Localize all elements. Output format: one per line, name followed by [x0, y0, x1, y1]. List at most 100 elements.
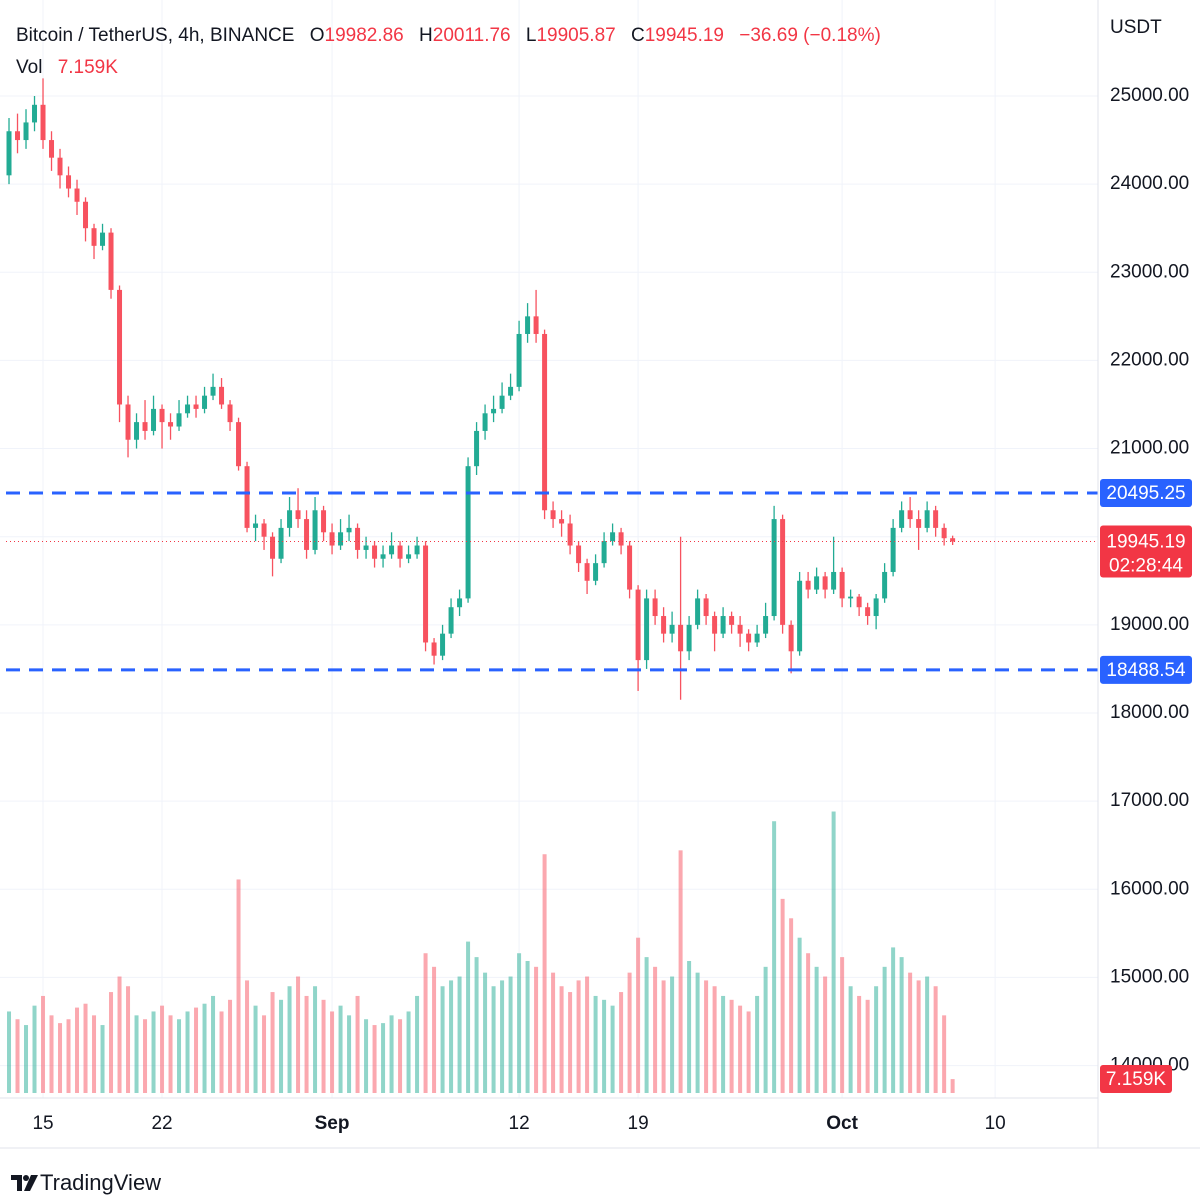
volume-bar [160, 1005, 165, 1093]
volume-bar [925, 976, 930, 1093]
volume-bar [755, 995, 760, 1093]
volume-bar [168, 1015, 173, 1093]
y-tick-label: 25000.00 [1110, 85, 1189, 106]
volume-bar [610, 1005, 615, 1093]
candle-body [210, 386, 216, 396]
candle-body [32, 104, 38, 123]
volume-bar [398, 1019, 403, 1093]
volume-bar [542, 854, 547, 1093]
candle-body [100, 232, 106, 246]
volume-bar [432, 966, 437, 1093]
volume-bar [780, 898, 785, 1093]
candle-body [780, 519, 786, 625]
candle-body [933, 510, 939, 528]
volume-bar [687, 961, 692, 1093]
candle-body [40, 104, 46, 141]
candle-body [244, 466, 250, 528]
volume-bar [882, 966, 887, 1093]
h-value: 20011.76 [432, 25, 511, 46]
volume-bar [874, 986, 879, 1093]
candle-body [74, 188, 80, 202]
candle-body [746, 633, 752, 643]
volume-bar [126, 986, 131, 1093]
volume-bar [440, 986, 445, 1093]
volume-bar [857, 995, 862, 1093]
candle-body [593, 563, 599, 581]
candle-body [253, 523, 259, 528]
volume-bar [296, 976, 301, 1093]
candle-body [431, 642, 437, 656]
volume-bar [177, 1019, 182, 1093]
time-axis-bg [0, 1098, 1200, 1158]
h-label: H [419, 25, 433, 46]
volume-bar [58, 1023, 63, 1093]
change: −36.69 (−0.18%) [739, 25, 881, 46]
volume-bar [840, 957, 845, 1093]
candle-body [924, 510, 930, 528]
brand-name[interactable]: TradingView [40, 1170, 162, 1195]
candle-body [712, 616, 718, 634]
candle-body [219, 386, 225, 405]
candle-body [125, 404, 131, 440]
candle-body [185, 404, 191, 414]
candle-body [329, 532, 335, 546]
volume-bar [143, 1019, 148, 1093]
volume-bar [636, 937, 641, 1093]
volume-bar [313, 986, 318, 1093]
candle-body [57, 157, 63, 176]
volume-bar [704, 980, 709, 1093]
x-tick-label: Oct [826, 1113, 858, 1134]
candle-body [542, 333, 548, 511]
volume-bar [712, 986, 717, 1093]
candle-body [729, 616, 735, 625]
currency: USDT [1110, 17, 1162, 38]
volume-bar [270, 992, 275, 1093]
candle-body [635, 589, 641, 661]
volume-bar [517, 953, 522, 1093]
volume-bar [185, 1011, 190, 1093]
volume-bar [823, 976, 828, 1093]
y-tick-label: 16000.00 [1110, 878, 1189, 899]
x-tick-label: 19 [628, 1113, 649, 1134]
volume-name[interactable]: Vol [16, 57, 43, 78]
last-price-label: 19945.19 [1106, 532, 1185, 553]
candle-body [848, 596, 854, 599]
volume-bar [891, 947, 896, 1093]
candle-body [287, 510, 293, 528]
candle-body [423, 545, 429, 643]
symbol[interactable]: Bitcoin / TetherUS, 4h, BINANCE [16, 25, 295, 46]
volume-bar [670, 976, 675, 1093]
candle-body [236, 422, 242, 467]
candle-body [865, 607, 871, 617]
candle-body [23, 122, 29, 141]
candle-body [907, 510, 913, 520]
candle-body [797, 580, 803, 652]
candle-body [763, 616, 769, 634]
candle-body [805, 580, 811, 590]
volume-bar [534, 966, 539, 1093]
candle-body [406, 554, 412, 559]
volume-bar [933, 986, 938, 1093]
volume-bar [41, 995, 46, 1093]
volume-bar [219, 1011, 224, 1093]
volume-bar [100, 1025, 105, 1093]
candle-body [814, 576, 820, 590]
volume-bar [474, 957, 479, 1093]
brand-logo [11, 1175, 38, 1191]
volume-bar [721, 995, 726, 1093]
candle-body [83, 201, 89, 229]
y-tick-label: 17000.00 [1110, 790, 1189, 811]
volume-bar [109, 992, 114, 1093]
candle-body [737, 624, 743, 634]
volume-bar [7, 1011, 12, 1093]
candle-body [516, 333, 522, 387]
ohlc-line: Bitcoin / TetherUS, 4h, BINANCE O19982.8… [16, 20, 881, 52]
candle-body [193, 404, 199, 409]
candle-body [822, 576, 828, 590]
candle-body [448, 607, 454, 634]
candle-body [338, 532, 344, 546]
candle-body [703, 598, 709, 617]
volume-bar [92, 1015, 97, 1093]
candle-body [669, 624, 675, 634]
volume-bar [899, 957, 904, 1093]
